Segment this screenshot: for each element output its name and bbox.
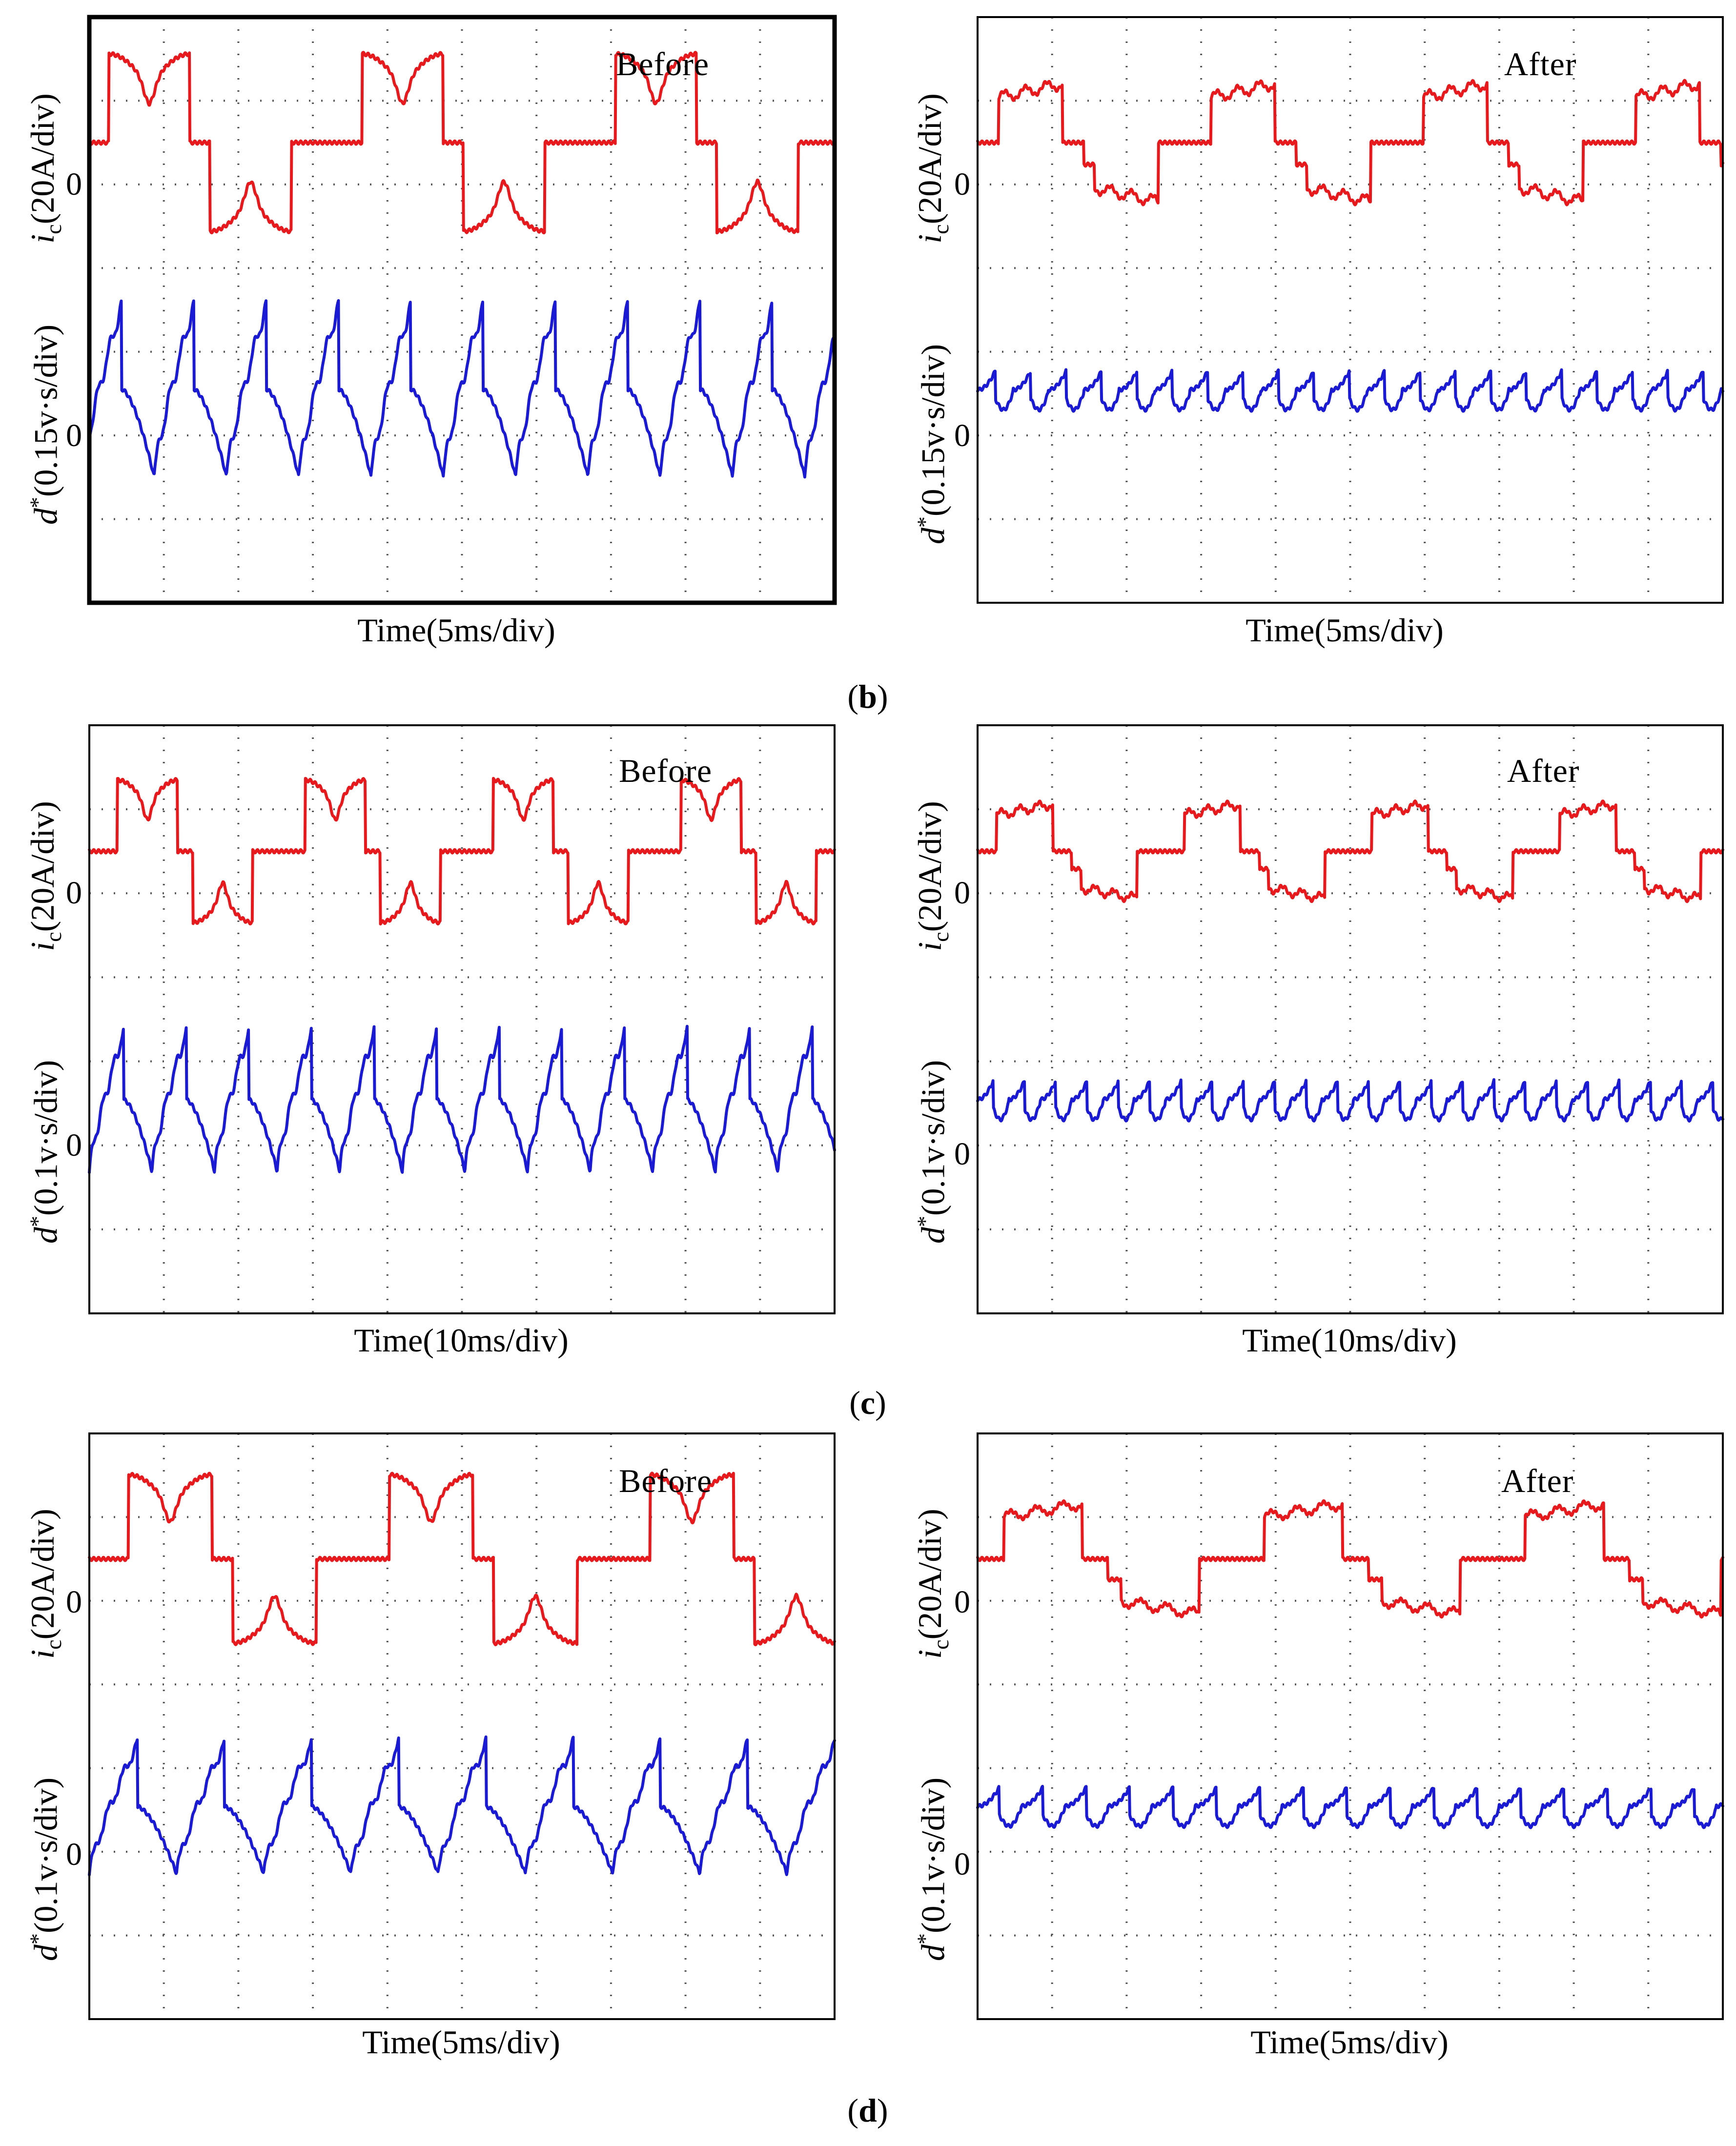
ylabel-top: ic(20A/div) (24, 93, 66, 244)
trace-current (976, 79, 1724, 206)
ylabel-top: ic(20A/div) (911, 801, 953, 951)
zero-label-bottom: 0 (954, 1846, 970, 1882)
trace-flux (88, 1024, 836, 1174)
ylabel-top: ic(20A/div) (24, 801, 66, 951)
caption-d: (d) (847, 2092, 888, 2129)
zero-label-bottom: 0 (66, 418, 82, 453)
panel-c-before: ic(20A/div) d*(0.1v·s/div) 0 0 Before Ti… (0, 708, 849, 1359)
x-axis-label: Time(5ms/div) (357, 612, 555, 649)
ylabel-top: ic(20A/div) (911, 93, 953, 244)
trace-flux (88, 1735, 836, 1877)
chart-title: After (1504, 45, 1577, 82)
chart-title: Before (616, 45, 710, 82)
zero-label-top: 0 (954, 166, 970, 202)
plot-border (88, 1432, 836, 2020)
trace-current (976, 1499, 1724, 1619)
zero-label-bottom: 0 (954, 1136, 970, 1172)
zero-label-top: 0 (66, 875, 82, 911)
zero-label-bottom: 0 (66, 1127, 82, 1163)
x-axis-label: Time(10ms/div) (354, 1322, 569, 1359)
chart-title: After (1501, 1462, 1574, 1499)
plot-area (976, 1432, 1724, 2020)
trace-flux (976, 1078, 1724, 1123)
trace-current (88, 777, 836, 926)
panel-d-after: ic(20A/div) d*(0.1v·s/div) 0 0 After Tim… (888, 1415, 1736, 2061)
x-axis-label: Time(5ms/div) (1250, 2023, 1449, 2061)
caption-b: (b) (847, 678, 888, 715)
ylabel-bottom: d*(0.15v·s/div) (912, 344, 952, 545)
ylabel-bottom: d*(0.15v·s/div) (25, 324, 64, 525)
ylabel-top: ic(20A/div) (911, 1509, 953, 1659)
x-axis-label: Time(5ms/div) (362, 2023, 560, 2061)
ylabel-bottom: d*(0.1v·s/div) (25, 1777, 64, 1962)
trace-current (88, 51, 836, 235)
plot-border (977, 16, 1724, 604)
trace-current (88, 1472, 836, 1646)
zero-label-bottom: 0 (66, 1837, 82, 1872)
ylabel-bottom: d*(0.1v·s/div) (25, 1060, 64, 1244)
panel-d-before: ic(20A/div) d*(0.1v·s/div) 0 0 Before Ti… (0, 1415, 849, 2061)
chart-title: Before (619, 752, 713, 789)
plot-area (976, 724, 1724, 1314)
trace-flux (976, 368, 1724, 413)
ylabel-top: ic(20A/div) (24, 1509, 66, 1659)
plot-area (976, 16, 1724, 604)
panel-b-after: ic(20A/div) d*(0.15v·s/div) 0 0 After Ti… (888, 0, 1736, 654)
ylabel-bottom: d*(0.1v·s/div) (912, 1060, 952, 1244)
zero-label-top: 0 (954, 1584, 970, 1620)
panel-c-after: ic(20A/div) d*(0.1v·s/div) 0 0 After Tim… (888, 708, 1736, 1359)
ylabel-bottom: d*(0.1v·s/div) (912, 1777, 952, 1962)
chart-title: Before (619, 1462, 713, 1499)
plot-border (87, 15, 837, 605)
chart-title: After (1507, 752, 1580, 789)
caption-c: (c) (849, 1384, 886, 1421)
plot-border (88, 724, 836, 1314)
plot-border (977, 1432, 1724, 2020)
x-axis-label: Time(10ms/div) (1242, 1322, 1457, 1359)
zero-label-top: 0 (66, 166, 82, 202)
panel-b-before: ic(20A/div) d*(0.15v·s/div) 0 0 Before T… (0, 0, 849, 654)
zero-label-top: 0 (954, 875, 970, 911)
trace-flux (88, 299, 836, 479)
x-axis-label: Time(5ms/div) (1246, 612, 1444, 649)
trace-current (976, 799, 1724, 903)
zero-label-bottom: 0 (954, 418, 970, 453)
plot-area (87, 15, 837, 605)
plot-area (88, 1432, 836, 2020)
zero-label-top: 0 (66, 1584, 82, 1620)
trace-flux (976, 1785, 1724, 1829)
plot-border (977, 724, 1724, 1314)
plot-area (88, 724, 836, 1314)
